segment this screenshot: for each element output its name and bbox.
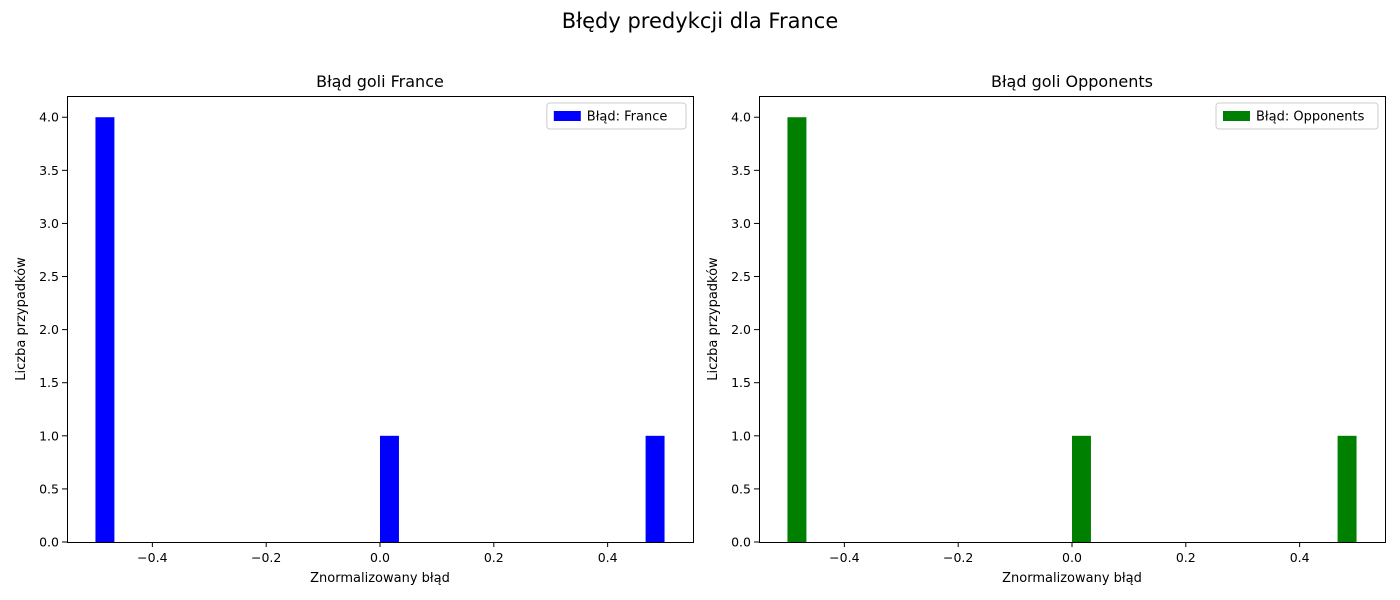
- y-tick-label: 1.5: [39, 375, 59, 390]
- y-tick-label: 2.0: [731, 322, 751, 337]
- y-tick-label: 3.5: [39, 163, 59, 178]
- y-tick-label: 3.5: [731, 163, 751, 178]
- y-tick-label: 1.0: [731, 428, 751, 443]
- y-tick-label: 0.0: [39, 535, 59, 550]
- x-axis-label: Znormalizowany błąd: [1002, 571, 1142, 586]
- chart-title: Błąd goli Opponents: [991, 72, 1153, 91]
- y-tick-label: 4.0: [731, 110, 751, 125]
- chart-panel-france: Błąd goli France Znormalizowany błąd Lic…: [14, 72, 694, 586]
- legend-box: [1215, 102, 1379, 130]
- legend-swatch: [1223, 111, 1250, 121]
- histogram-bar: [380, 435, 399, 542]
- y-tick-label: 0.0: [731, 535, 751, 550]
- figure-suptitle: Błędy predykcji dla France: [562, 9, 839, 33]
- y-tick-label: 4.0: [39, 110, 59, 125]
- chart-title: Błąd goli France: [316, 72, 444, 91]
- x-axis-label: Znormalizowany błąd: [310, 571, 450, 586]
- x-tick-label: 0.0: [370, 550, 390, 565]
- x-tick-label: −0.4: [137, 550, 167, 565]
- legend-swatch: [553, 111, 581, 121]
- y-tick-label: 3.0: [39, 216, 59, 231]
- y-tick-label: 2.5: [731, 269, 751, 284]
- histogram-bar: [1072, 435, 1091, 542]
- histogram-bar: [645, 435, 665, 542]
- bars: [787, 117, 1357, 542]
- x-tick-label: 0.2: [1176, 550, 1196, 565]
- x-tick-label: −0.2: [943, 550, 973, 565]
- y-axis-label: Liczba przypadków: [706, 257, 721, 381]
- x-tick-label: 0.4: [598, 550, 618, 565]
- y-tick-label: 0.5: [39, 481, 59, 496]
- y-tick-label: 1.5: [731, 375, 751, 390]
- x-tick-label: 0.0: [1062, 550, 1082, 565]
- y-tick-label: 2.5: [39, 269, 59, 284]
- legend-label: Błąd: France: [587, 110, 668, 125]
- histogram-bar: [787, 117, 807, 542]
- x-tick-label: −0.4: [829, 550, 859, 565]
- x-tick-label: −0.2: [251, 550, 281, 565]
- y-tick-label: 1.0: [39, 428, 59, 443]
- y-tick-label: 2.0: [39, 322, 59, 337]
- histogram-bar: [1337, 435, 1357, 542]
- bars: [95, 117, 665, 542]
- x-tick-label: 0.2: [484, 550, 504, 565]
- legend-label: Błąd: Opponents: [1256, 110, 1365, 125]
- histogram-bar: [95, 117, 115, 542]
- x-tick-label: 0.4: [1290, 550, 1310, 565]
- legend-box: [546, 102, 687, 130]
- y-axis-label: Liczba przypadków: [14, 257, 29, 381]
- y-tick-label: 3.0: [731, 216, 751, 231]
- y-tick-label: 0.5: [731, 481, 751, 496]
- chart-panel-opponents: Błąd goli Opponents Znormalizowany błąd …: [706, 72, 1386, 586]
